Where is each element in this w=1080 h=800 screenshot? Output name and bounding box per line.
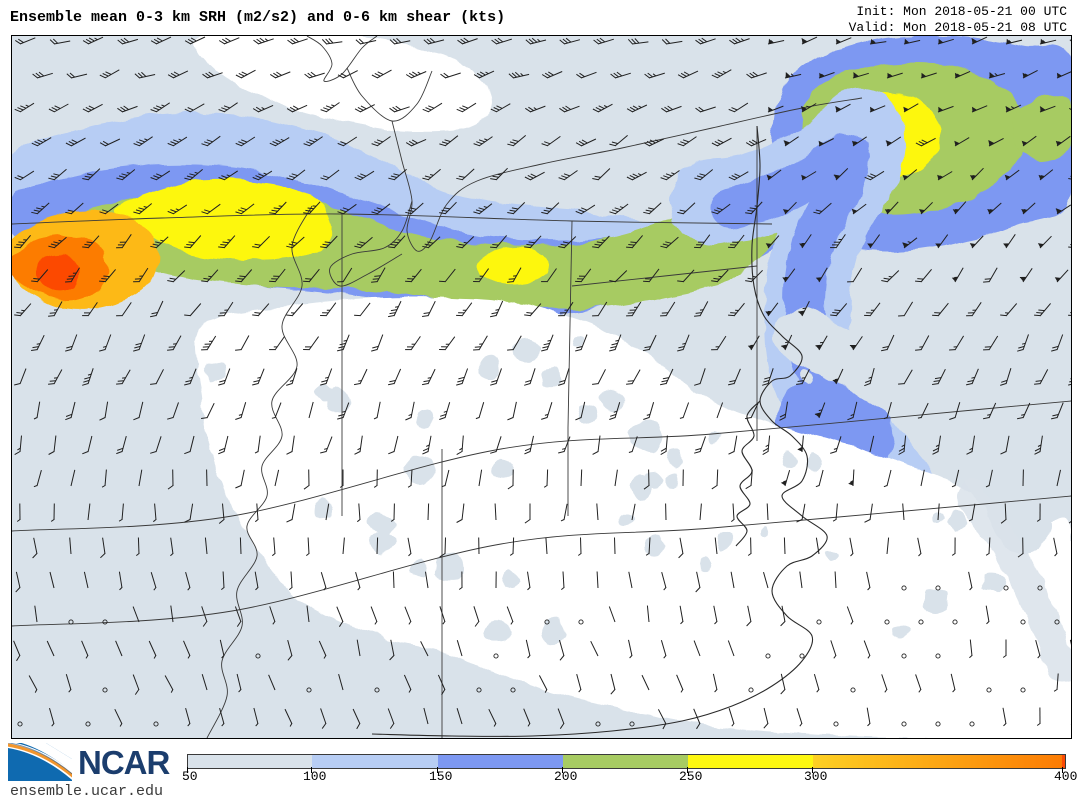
svg-text:ensemble.ucar.edu: ensemble.ucar.edu — [10, 783, 163, 799]
